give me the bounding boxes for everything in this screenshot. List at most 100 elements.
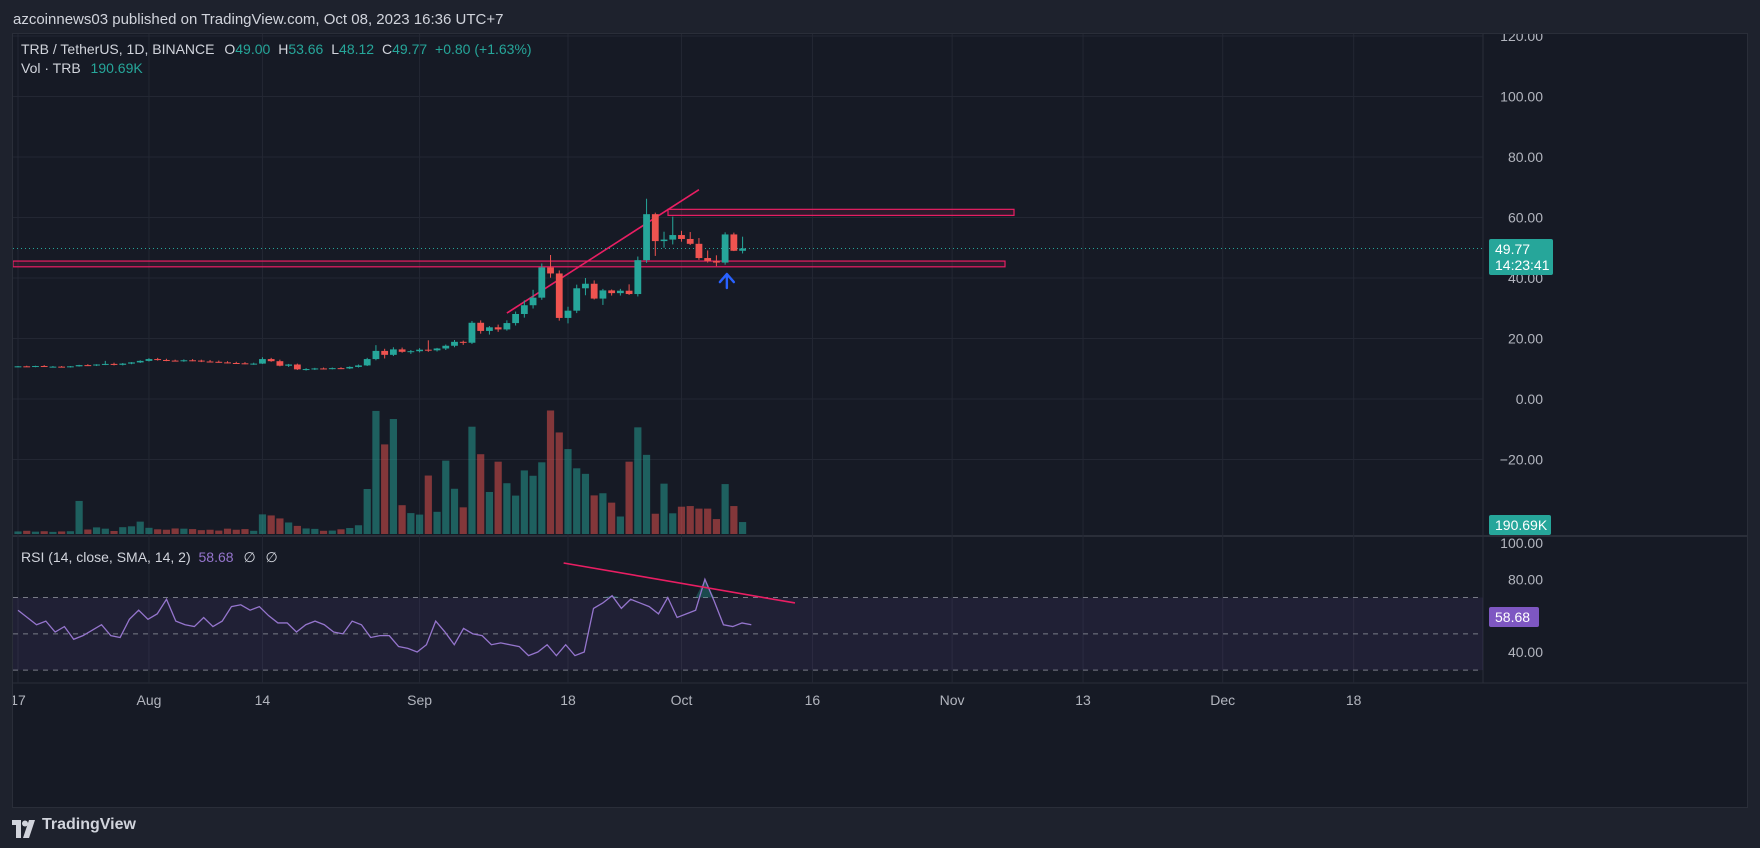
candle-body bbox=[320, 368, 327, 370]
volume-bar bbox=[660, 483, 668, 534]
volume-bar bbox=[372, 410, 380, 534]
volume-bar bbox=[49, 531, 57, 534]
last-price-badge: 49.77 14:23:41 bbox=[1489, 239, 1553, 275]
high-value: 53.66 bbox=[288, 41, 324, 57]
volume-bar bbox=[189, 529, 197, 534]
volume-bar bbox=[573, 468, 581, 534]
volume-bar bbox=[145, 527, 153, 534]
candle-body bbox=[84, 365, 92, 367]
volume-bar bbox=[346, 528, 354, 534]
volume-bar bbox=[555, 432, 563, 534]
candle-body bbox=[451, 341, 458, 346]
price-tick-label: 20.00 bbox=[1508, 331, 1543, 347]
volume-bar bbox=[354, 525, 363, 534]
x-tick-label: 18 bbox=[1346, 692, 1362, 708]
volume-bar bbox=[590, 495, 598, 534]
rsi-label[interactable]: RSI (14, close, SMA, 14, 2) bbox=[21, 549, 191, 565]
volume-bar bbox=[433, 511, 441, 534]
candle-body bbox=[145, 359, 153, 361]
candle-body bbox=[346, 366, 354, 369]
volume-bar bbox=[442, 460, 450, 534]
price-legend: TRB / TetherUS, 1D, BINANCE O49.00 H53.6… bbox=[21, 41, 532, 57]
footer: TradingView bbox=[0, 808, 1760, 848]
candle-body bbox=[547, 267, 554, 274]
volume-bar bbox=[485, 491, 494, 534]
volume-bar bbox=[738, 522, 747, 534]
volume-bar bbox=[538, 462, 546, 534]
candle-body bbox=[215, 361, 223, 363]
candle-body bbox=[363, 359, 371, 366]
candle-body bbox=[389, 349, 397, 355]
candle-body bbox=[407, 351, 415, 353]
rsi-tick-label: 40.00 bbox=[1508, 644, 1543, 660]
volume-label[interactable]: Vol · TRB bbox=[21, 60, 81, 76]
candle-body bbox=[110, 363, 118, 365]
candle-body bbox=[416, 349, 423, 352]
volume-bar bbox=[608, 502, 616, 534]
candle-body bbox=[171, 360, 179, 362]
candle-body bbox=[590, 283, 598, 299]
rsi-tick-label: 100.00 bbox=[1500, 535, 1543, 551]
candle-body bbox=[442, 345, 450, 349]
volume-bar bbox=[84, 529, 92, 534]
volume-badge: 190.69K bbox=[1489, 515, 1551, 535]
x-tick-label: 13 bbox=[1075, 692, 1091, 708]
candle-body bbox=[136, 360, 144, 363]
volume-bar bbox=[477, 454, 485, 534]
volume-bar bbox=[311, 528, 319, 534]
candle-body bbox=[197, 360, 205, 362]
volume-bar bbox=[730, 506, 738, 534]
candle-body bbox=[337, 368, 345, 370]
volume-bar bbox=[293, 525, 301, 534]
volume-bar bbox=[319, 530, 328, 534]
candle-body bbox=[154, 359, 162, 361]
candle-body bbox=[486, 327, 493, 331]
volume-bar bbox=[119, 527, 127, 534]
candle-body bbox=[477, 322, 485, 331]
candle-body bbox=[643, 214, 650, 261]
volume-bar bbox=[642, 454, 651, 534]
candle-body bbox=[608, 290, 616, 294]
volume-bar bbox=[276, 518, 284, 534]
volume-bar bbox=[407, 513, 415, 534]
tradingview-brand[interactable]: TradingView bbox=[42, 816, 136, 833]
volume-bar bbox=[267, 515, 275, 534]
chart-canvas[interactable]: 17 Aug 14 Sep 18 Oct 16 Nov 13 Dec 18 120.00 100.00 8… bbox=[13, 34, 1747, 807]
symbol-label[interactable]: TRB / TetherUS, 1D, BINANCE bbox=[21, 41, 215, 57]
candle-body bbox=[433, 348, 441, 351]
volume-bar bbox=[171, 528, 179, 534]
candle-body bbox=[669, 235, 677, 240]
volume-bar bbox=[363, 488, 371, 534]
x-tick-label: 17 bbox=[13, 692, 26, 708]
volume-bar bbox=[162, 529, 171, 534]
rsi-badge-value: 58.68 bbox=[1495, 609, 1531, 625]
volume-bar bbox=[23, 530, 31, 534]
x-tick-label: Sep bbox=[407, 692, 432, 708]
volume-bar bbox=[197, 530, 205, 534]
candle-body bbox=[328, 368, 336, 370]
last-price-badge-value: 49.77 bbox=[1495, 241, 1531, 257]
candle-body bbox=[32, 366, 39, 368]
candle-body bbox=[660, 239, 668, 242]
volume-bar bbox=[564, 449, 572, 534]
price-tick-label: 0.00 bbox=[1516, 391, 1543, 407]
x-tick-label: 14 bbox=[255, 692, 271, 708]
candle-body bbox=[93, 364, 100, 366]
candle-body bbox=[625, 290, 633, 295]
volume-bar bbox=[686, 506, 694, 534]
x-tick-label: Dec bbox=[1210, 692, 1235, 708]
x-tick-label: 16 bbox=[805, 692, 821, 708]
price-tick-label: 60.00 bbox=[1508, 210, 1543, 226]
candle-body bbox=[398, 349, 406, 352]
candle-body bbox=[119, 363, 127, 365]
candle-body bbox=[512, 313, 520, 324]
candle-body bbox=[285, 364, 293, 366]
publish-attribution: azcoinnews03 published on TradingView.co… bbox=[13, 11, 504, 28]
candle-body bbox=[695, 243, 703, 259]
candle-body bbox=[293, 364, 301, 370]
x-tick-label: Oct bbox=[671, 692, 693, 708]
chart-frame[interactable]: 17 Aug 14 Sep 18 Oct 16 Nov 13 Dec 18 120.00 100.00 8… bbox=[12, 33, 1748, 808]
candle-body bbox=[101, 363, 109, 365]
rsi-tick-label: 80.00 bbox=[1508, 571, 1543, 587]
volume-bar bbox=[704, 508, 712, 534]
